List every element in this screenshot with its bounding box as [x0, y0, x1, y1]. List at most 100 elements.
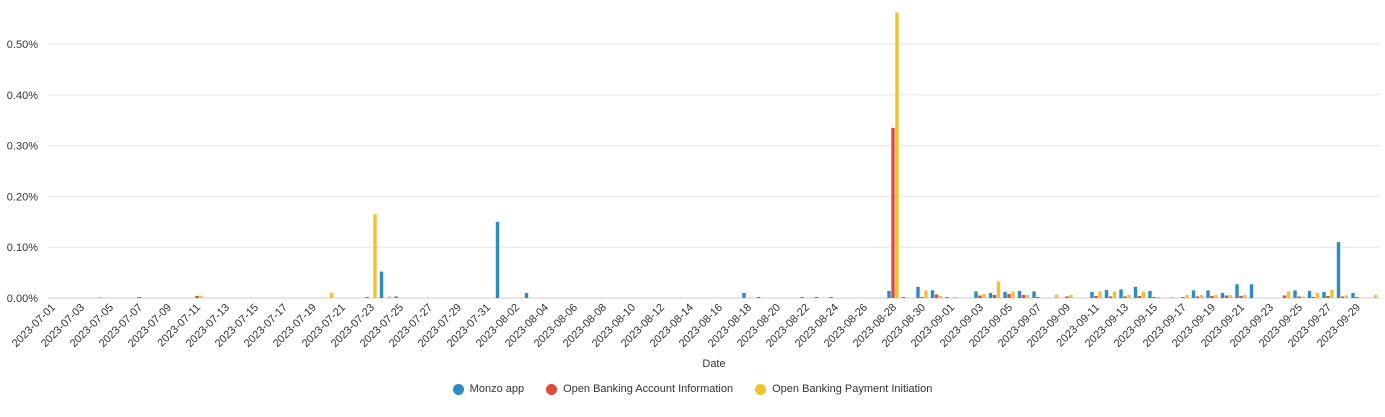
bar-open-banking-payment-initiation[interactable] [1301, 296, 1305, 298]
bar-open-banking-payment-initiation[interactable] [1286, 291, 1291, 298]
bar-open-banking-account-information[interactable] [934, 294, 939, 298]
bar-open-banking-payment-initiation[interactable] [895, 12, 899, 299]
legend: Monzo app Open Banking Account Informatio… [0, 383, 1385, 395]
bar-open-banking-account-information[interactable] [1152, 296, 1156, 298]
bar-open-banking-payment-initiation[interactable] [1330, 289, 1334, 298]
bar-open-banking-payment-initiation[interactable] [1054, 294, 1059, 298]
bar-open-banking-payment-initiation[interactable] [97, 296, 102, 298]
bar-open-banking-account-information[interactable] [1282, 295, 1287, 298]
bar-open-banking-account-information[interactable] [891, 127, 895, 298]
bar-monzo-app[interactable] [901, 296, 906, 298]
bar-open-banking-account-information[interactable] [195, 295, 199, 298]
bar-open-banking-account-information[interactable] [1297, 296, 1301, 298]
bar-monzo-app[interactable] [945, 296, 949, 298]
bar-monzo-app[interactable] [1191, 290, 1196, 298]
bar-monzo-app[interactable] [379, 271, 384, 298]
bar-open-banking-account-information[interactable] [1021, 294, 1026, 298]
bar-monzo-app[interactable] [814, 296, 819, 298]
bar-monzo-app[interactable] [1017, 290, 1022, 298]
bar-open-banking-payment-initiation[interactable] [1373, 294, 1378, 298]
bar-open-banking-account-information[interactable] [1123, 296, 1127, 298]
bar-open-banking-payment-initiation[interactable] [938, 295, 943, 298]
bar-monzo-app[interactable] [1293, 290, 1297, 298]
bar-monzo-app[interactable] [1336, 242, 1341, 298]
bar-open-banking-payment-initiation[interactable] [924, 290, 928, 298]
bar-open-banking-account-information[interactable] [1195, 296, 1200, 298]
bar-open-banking-account-information[interactable] [1210, 295, 1214, 298]
legend-item[interactable]: Monzo app [452, 383, 525, 395]
bar-open-banking-payment-initiation[interactable] [1243, 294, 1247, 298]
bar-monzo-app[interactable] [1148, 290, 1152, 298]
bar-monzo-app[interactable] [495, 221, 500, 298]
bar-open-banking-account-information[interactable] [1137, 295, 1142, 298]
bar-open-banking-account-information[interactable] [992, 294, 997, 298]
bar-monzo-app[interactable] [887, 290, 891, 298]
bar-open-banking-account-information[interactable] [1094, 295, 1098, 298]
bar-open-banking-account-information[interactable] [1326, 295, 1330, 298]
bar-open-banking-payment-initiation[interactable] [1011, 291, 1015, 298]
bar-open-banking-account-information[interactable] [1181, 296, 1185, 298]
bar-open-banking-payment-initiation[interactable] [329, 292, 334, 298]
bar-monzo-app[interactable] [1235, 284, 1239, 298]
bar-open-banking-payment-initiation[interactable] [1199, 294, 1204, 298]
bar-open-banking-account-information[interactable] [1065, 296, 1069, 298]
bar-monzo-app[interactable] [365, 296, 369, 298]
bar-monzo-app[interactable] [1003, 291, 1007, 298]
bar-open-banking-payment-initiation[interactable] [1228, 294, 1233, 298]
bar-monzo-app[interactable] [756, 296, 761, 298]
bar-open-banking-payment-initiation[interactable] [996, 281, 1001, 298]
bar-open-banking-payment-initiation[interactable] [373, 214, 377, 298]
bar-open-banking-account-information[interactable] [1224, 295, 1229, 298]
bar-open-banking-payment-initiation[interactable] [1214, 294, 1218, 298]
bar-open-banking-payment-initiation[interactable] [1141, 291, 1146, 298]
bar-open-banking-payment-initiation[interactable] [199, 295, 203, 298]
bar-monzo-app[interactable] [988, 292, 993, 298]
bar-monzo-app[interactable] [916, 286, 920, 298]
bar-open-banking-account-information[interactable] [1311, 296, 1316, 298]
bar-monzo-app[interactable] [1090, 291, 1094, 298]
bar-monzo-app[interactable] [800, 296, 804, 298]
bar-open-banking-payment-initiation[interactable] [1098, 291, 1102, 298]
bar-monzo-app[interactable] [524, 292, 529, 298]
bar-monzo-app[interactable] [1133, 286, 1138, 298]
bar-open-banking-payment-initiation[interactable] [1185, 294, 1189, 298]
bar-open-banking-payment-initiation[interactable] [953, 296, 957, 298]
bar-open-banking-payment-initiation[interactable] [1025, 294, 1030, 298]
bar-open-banking-account-information[interactable] [1007, 293, 1011, 298]
bar-open-banking-payment-initiation[interactable] [1127, 294, 1131, 298]
bar-open-banking-account-information[interactable] [1239, 295, 1243, 298]
legend-label: Monzo app [469, 383, 525, 395]
legend-item[interactable]: Open Banking Account Information [546, 383, 733, 395]
bar-monzo-app[interactable] [1220, 292, 1225, 298]
bar-monzo-app[interactable] [742, 292, 746, 298]
bar-open-banking-account-information[interactable] [137, 296, 141, 298]
bar-monzo-app[interactable] [394, 296, 398, 298]
bar-open-banking-account-information[interactable] [1355, 296, 1359, 298]
bar-monzo-app[interactable] [1104, 289, 1109, 298]
bar-open-banking-payment-initiation[interactable] [1315, 292, 1320, 298]
bar-monzo-app[interactable] [1032, 291, 1036, 298]
bar-monzo-app[interactable] [974, 291, 978, 298]
bar-open-banking-account-information[interactable] [1340, 296, 1345, 298]
bar-open-banking-payment-initiation[interactable] [1069, 294, 1073, 298]
bar-open-banking-payment-initiation[interactable] [982, 293, 986, 298]
bar-monzo-app[interactable] [1249, 284, 1254, 298]
legend-marker-icon [546, 383, 558, 395]
bar-open-banking-account-information[interactable] [1108, 296, 1113, 298]
bar-open-banking-account-information[interactable] [1036, 296, 1040, 298]
bar-open-banking-account-information[interactable] [978, 295, 982, 298]
bar-open-banking-payment-initiation[interactable] [1344, 295, 1349, 298]
bar-monzo-app[interactable] [1119, 289, 1123, 298]
bar-monzo-app[interactable] [930, 290, 935, 298]
bar-open-banking-payment-initiation[interactable] [1156, 296, 1160, 298]
bar-monzo-app[interactable] [1351, 292, 1355, 298]
bar-monzo-app[interactable] [1322, 291, 1326, 298]
bar-open-banking-payment-initiation[interactable] [387, 296, 392, 298]
bar-open-banking-payment-initiation[interactable] [1112, 291, 1117, 298]
bar-open-banking-payment-initiation[interactable] [1170, 296, 1175, 298]
bar-open-banking-account-information[interactable] [920, 296, 924, 298]
legend-item[interactable]: Open Banking Payment Initiation [755, 383, 932, 395]
bar-monzo-app[interactable] [1307, 290, 1312, 298]
bar-monzo-app[interactable] [829, 296, 833, 298]
bar-monzo-app[interactable] [1206, 290, 1210, 298]
